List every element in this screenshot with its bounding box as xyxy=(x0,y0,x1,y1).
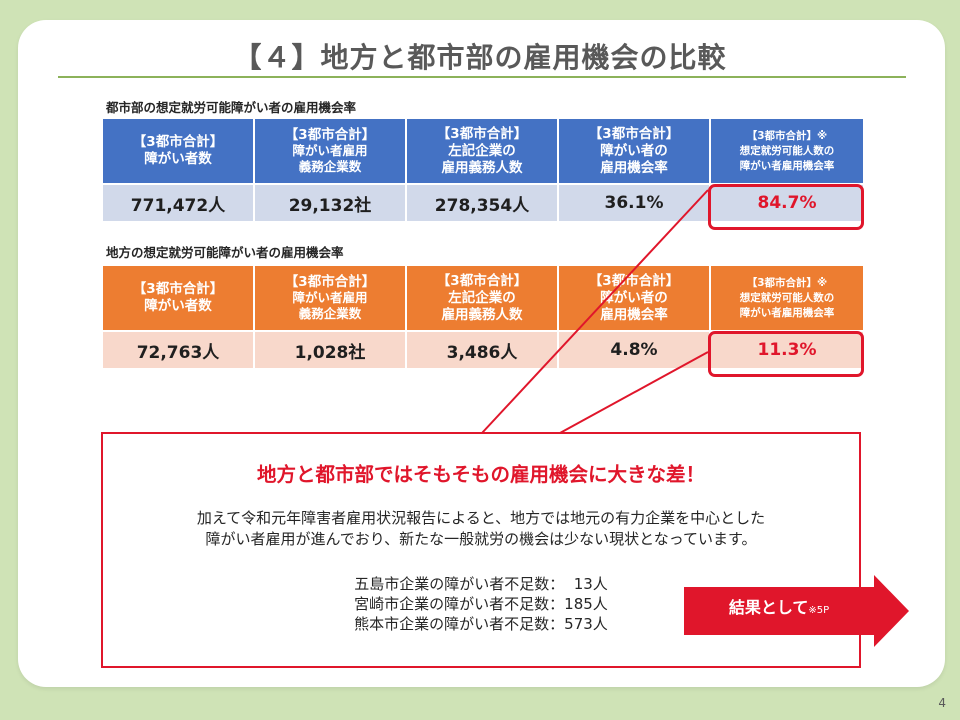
result-arrow-shape xyxy=(684,575,909,647)
rural-header-cell: 【3都市合計】 障がい者数 xyxy=(101,264,255,332)
urban-company-count: 29,132社 xyxy=(253,183,407,223)
stat-kumamoto: 熊本市企業の障がい者不足数：573人 xyxy=(354,615,608,633)
rural-opportunity-rate: 4.8% xyxy=(557,330,711,370)
rural-header-cell: 【3都市合計】 障がい者雇用 義務企業数 xyxy=(253,264,407,332)
urban-rate-highlight xyxy=(708,184,864,230)
urban-header-cell: 【3都市合計】※ 想定就労可能人数の 障がい者雇用機会率 xyxy=(709,117,865,185)
callout-body: 加えて令和元年障害者雇用状況報告によると、地方では地元の有力企業を中心とした 障… xyxy=(196,509,766,548)
stat-miyazaki: 宮崎市企業の障がい者不足数：185人 xyxy=(354,595,608,613)
rural-workable-opportunity-rate: 11.3% xyxy=(709,330,865,370)
result-arrow-label: 結果として※5P xyxy=(728,598,830,617)
rural-header-cell: 【3都市合計】 障がい者の 雇用機会率 xyxy=(557,264,711,332)
urban-workable-opportunity-rate: 84.7% xyxy=(709,183,865,223)
rural-rate-highlight xyxy=(708,331,864,377)
rural-header-cell: 【3都市合計】※ 想定就労可能人数の 障がい者雇用機会率 xyxy=(709,264,865,332)
title-divider xyxy=(58,76,906,78)
urban-header-cell: 【3都市合計】 左記企業の 雇用義務人数 xyxy=(405,117,559,185)
callout-title: 地方と都市部ではそもそもの雇用機会に大きな差！ xyxy=(256,463,706,486)
urban-section-label: 都市部の想定就労可能障がい者の雇用機会率 xyxy=(106,100,357,115)
rural-company-count: 1,028社 xyxy=(253,330,407,370)
rural-required-employees: 3,486人 xyxy=(405,330,559,370)
urban-header-cell: 【3都市合計】 障がい者数 xyxy=(101,117,255,185)
urban-header-cell: 【3都市合計】 障がい者の 雇用機会率 xyxy=(557,117,711,185)
rural-header-cell: 【3都市合計】 左記企業の 雇用義務人数 xyxy=(405,264,559,332)
page-title: 【４】地方と都市部の雇用機会の比較 xyxy=(233,41,727,74)
rural-section-label: 地方の想定就労可能障がい者の雇用機会率 xyxy=(106,245,344,260)
shortage-stats: 五島市企業の障がい者不足数： 13人 宮崎市企業の障がい者不足数：185人 熊本… xyxy=(103,574,859,634)
arrow-right-icon xyxy=(684,575,909,647)
rural-header-row: 【3都市合計】 障がい者数 【3都市合計】 障がい者雇用 義務企業数 【3都市合… xyxy=(101,264,865,332)
urban-opportunity-rate: 36.1% xyxy=(557,183,711,223)
urban-header-cell: 【3都市合計】 障がい者雇用 義務企業数 xyxy=(253,117,407,185)
urban-header-row: 【3都市合計】 障がい者数 【3都市合計】 障がい者雇用 義務企業数 【3都市合… xyxy=(101,117,865,185)
rural-disabled-count: 72,763人 xyxy=(101,330,255,370)
page-number: 4 xyxy=(938,696,946,710)
urban-disabled-count: 771,472人 xyxy=(101,183,255,223)
stat-goto: 五島市企業の障がい者不足数： 13人 xyxy=(354,575,608,593)
urban-required-employees: 278,354人 xyxy=(405,183,559,223)
